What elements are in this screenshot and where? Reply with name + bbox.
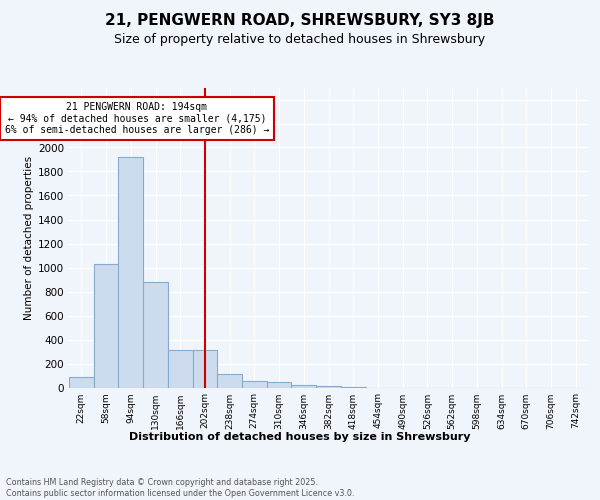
Bar [193,350,217,388]
Bar [267,382,292,388]
Text: Size of property relative to detached houses in Shrewsbury: Size of property relative to detached ho… [115,32,485,46]
Text: 21, PENGWERN ROAD, SHREWSBURY, SY3 8JB: 21, PENGWERN ROAD, SHREWSBURY, SY3 8JB [105,12,495,28]
Bar [217,374,242,388]
Bar [292,386,316,388]
Bar [316,386,341,388]
Text: Distribution of detached houses by size in Shrewsbury: Distribution of detached houses by size … [129,432,471,442]
Text: Contains HM Land Registry data © Crown copyright and database right 2025.
Contai: Contains HM Land Registry data © Crown c… [6,478,355,498]
Bar [143,282,168,388]
Bar [168,350,193,388]
Bar [118,157,143,388]
Text: 21 PENGWERN ROAD: 194sqm
← 94% of detached houses are smaller (4,175)
6% of semi: 21 PENGWERN ROAD: 194sqm ← 94% of detach… [5,102,269,135]
Bar [341,387,365,388]
Y-axis label: Number of detached properties: Number of detached properties [24,156,34,320]
Bar [69,378,94,388]
Bar [242,382,267,388]
Bar [94,264,118,388]
